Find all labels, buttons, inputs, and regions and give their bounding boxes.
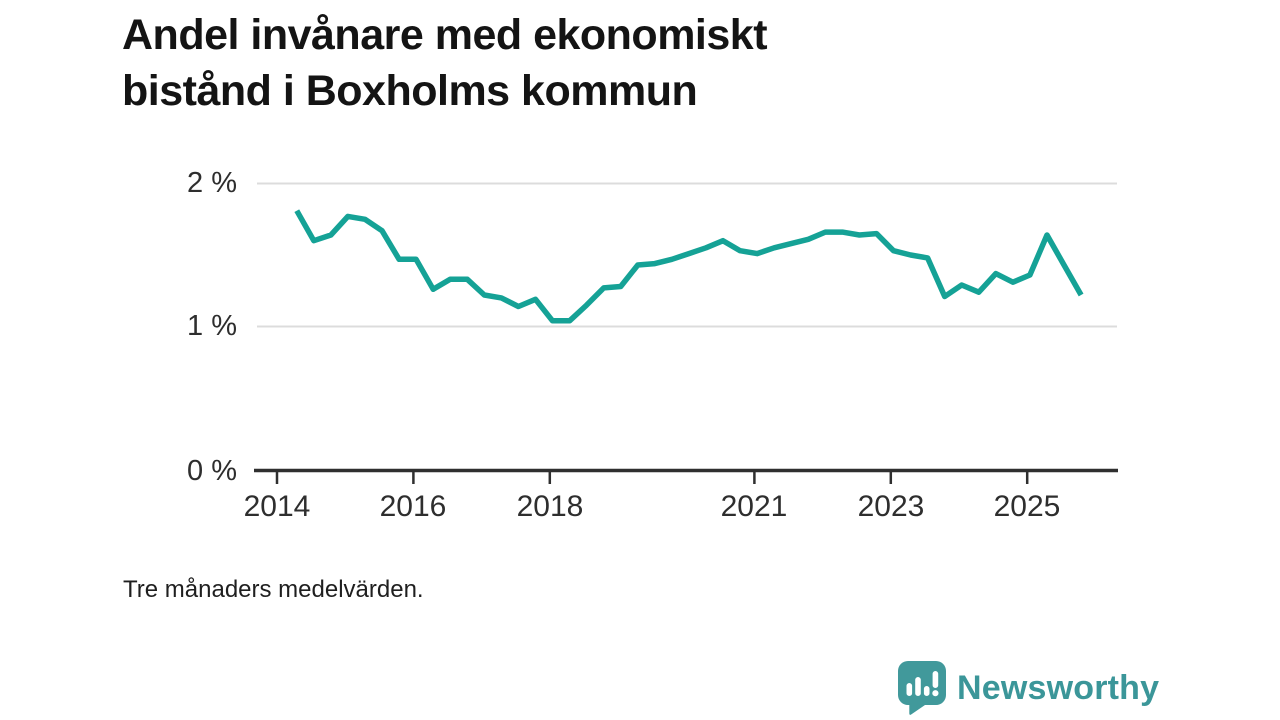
data-line xyxy=(294,209,1084,324)
x-tick-label-2021: 2021 xyxy=(720,490,788,523)
gridlines xyxy=(257,182,1117,328)
x-tick-label-2014: 2014 xyxy=(243,490,311,523)
x-axis-ticks xyxy=(275,471,1029,484)
y-tick-label-1pct: 1 % xyxy=(187,310,237,342)
chart-title-line2: bistånd i Boxholms kommun xyxy=(122,66,698,115)
chart-footnote: Tre månaders medelvärden. xyxy=(123,576,424,603)
chart-title: Andel invånare med ekonomiskt bistånd i … xyxy=(122,8,1122,120)
newsworthy-logo: Newsworthy xyxy=(897,660,1159,716)
newsworthy-logo-text: Newsworthy xyxy=(957,668,1160,707)
y-tick-label-0pct: 0 % xyxy=(187,455,237,487)
newsworthy-logo-icon xyxy=(898,661,946,715)
x-tick-label-2018: 2018 xyxy=(516,490,584,523)
chart-title-line1: Andel invånare med ekonomiskt xyxy=(122,11,768,59)
y-tick-label-2pct: 2 % xyxy=(187,167,237,199)
x-tick-label-2016: 2016 xyxy=(379,490,447,523)
x-tick-label-2023: 2023 xyxy=(857,490,925,523)
x-tick-label-2025: 2025 xyxy=(993,490,1061,523)
